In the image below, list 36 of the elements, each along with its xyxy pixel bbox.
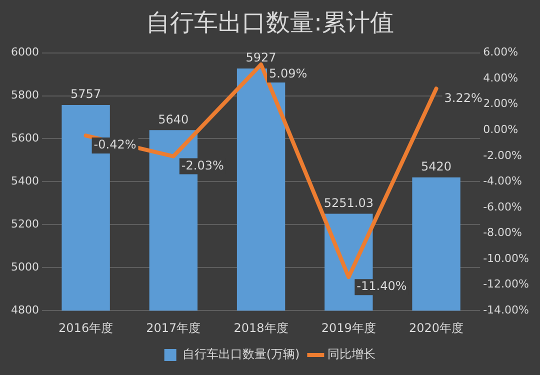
y2-tick-label: 2.00%	[483, 97, 518, 110]
y2-tick-label: 0.00%	[483, 123, 518, 136]
y-tick-label: 5600	[10, 132, 39, 145]
data-label: 5640	[158, 112, 189, 126]
data-label: -2.03%	[181, 158, 224, 172]
x-tick-label: 2020年度	[409, 320, 464, 335]
y-tick-label: 5000	[10, 260, 39, 274]
x-tick-label: 2017年度	[146, 320, 201, 335]
y2-tick-label: -6.00%	[483, 200, 522, 214]
legend-label: 自行车出口数量(万辆)	[182, 347, 300, 362]
y2-tick-label: -12.00%	[483, 278, 530, 291]
y2-tick-label: -10.00%	[483, 252, 530, 265]
data-label: 3.22%	[444, 90, 482, 105]
data-label: 5251.03	[324, 196, 374, 210]
chart-title: 自行车出口数量:累计值	[146, 8, 394, 37]
x-tick-label: 2019年度	[321, 320, 376, 335]
y2-tick-label: -14.00%	[483, 303, 530, 316]
y-tick-label: 5400	[10, 174, 39, 188]
legend-label: 同比增长	[328, 347, 376, 362]
x-tick-label: 2018年度	[234, 320, 288, 335]
y-tick-label: 5200	[10, 218, 39, 231]
y2-tick-label: 4.00%	[483, 71, 518, 84]
y2-tick-label: -4.00%	[483, 174, 522, 188]
x-tick-label: 2016年度	[58, 320, 114, 335]
y-tick-label: 4800	[10, 303, 39, 316]
data-label: 5420	[421, 160, 452, 174]
data-label: 5757	[70, 87, 102, 102]
y2-tick-label: 6.00%	[483, 46, 518, 59]
data-label: -0.42%	[94, 138, 136, 152]
data-label: 5927	[246, 50, 276, 65]
data-label: -11.40%	[356, 279, 407, 294]
y-tick-label: 5800	[10, 88, 39, 102]
data-label: 5.09%	[269, 66, 308, 81]
y2-tick-label: -2.00%	[483, 148, 522, 162]
y-tick-label: 6000	[10, 46, 39, 59]
y2-tick-label: -8.00%	[483, 226, 522, 240]
